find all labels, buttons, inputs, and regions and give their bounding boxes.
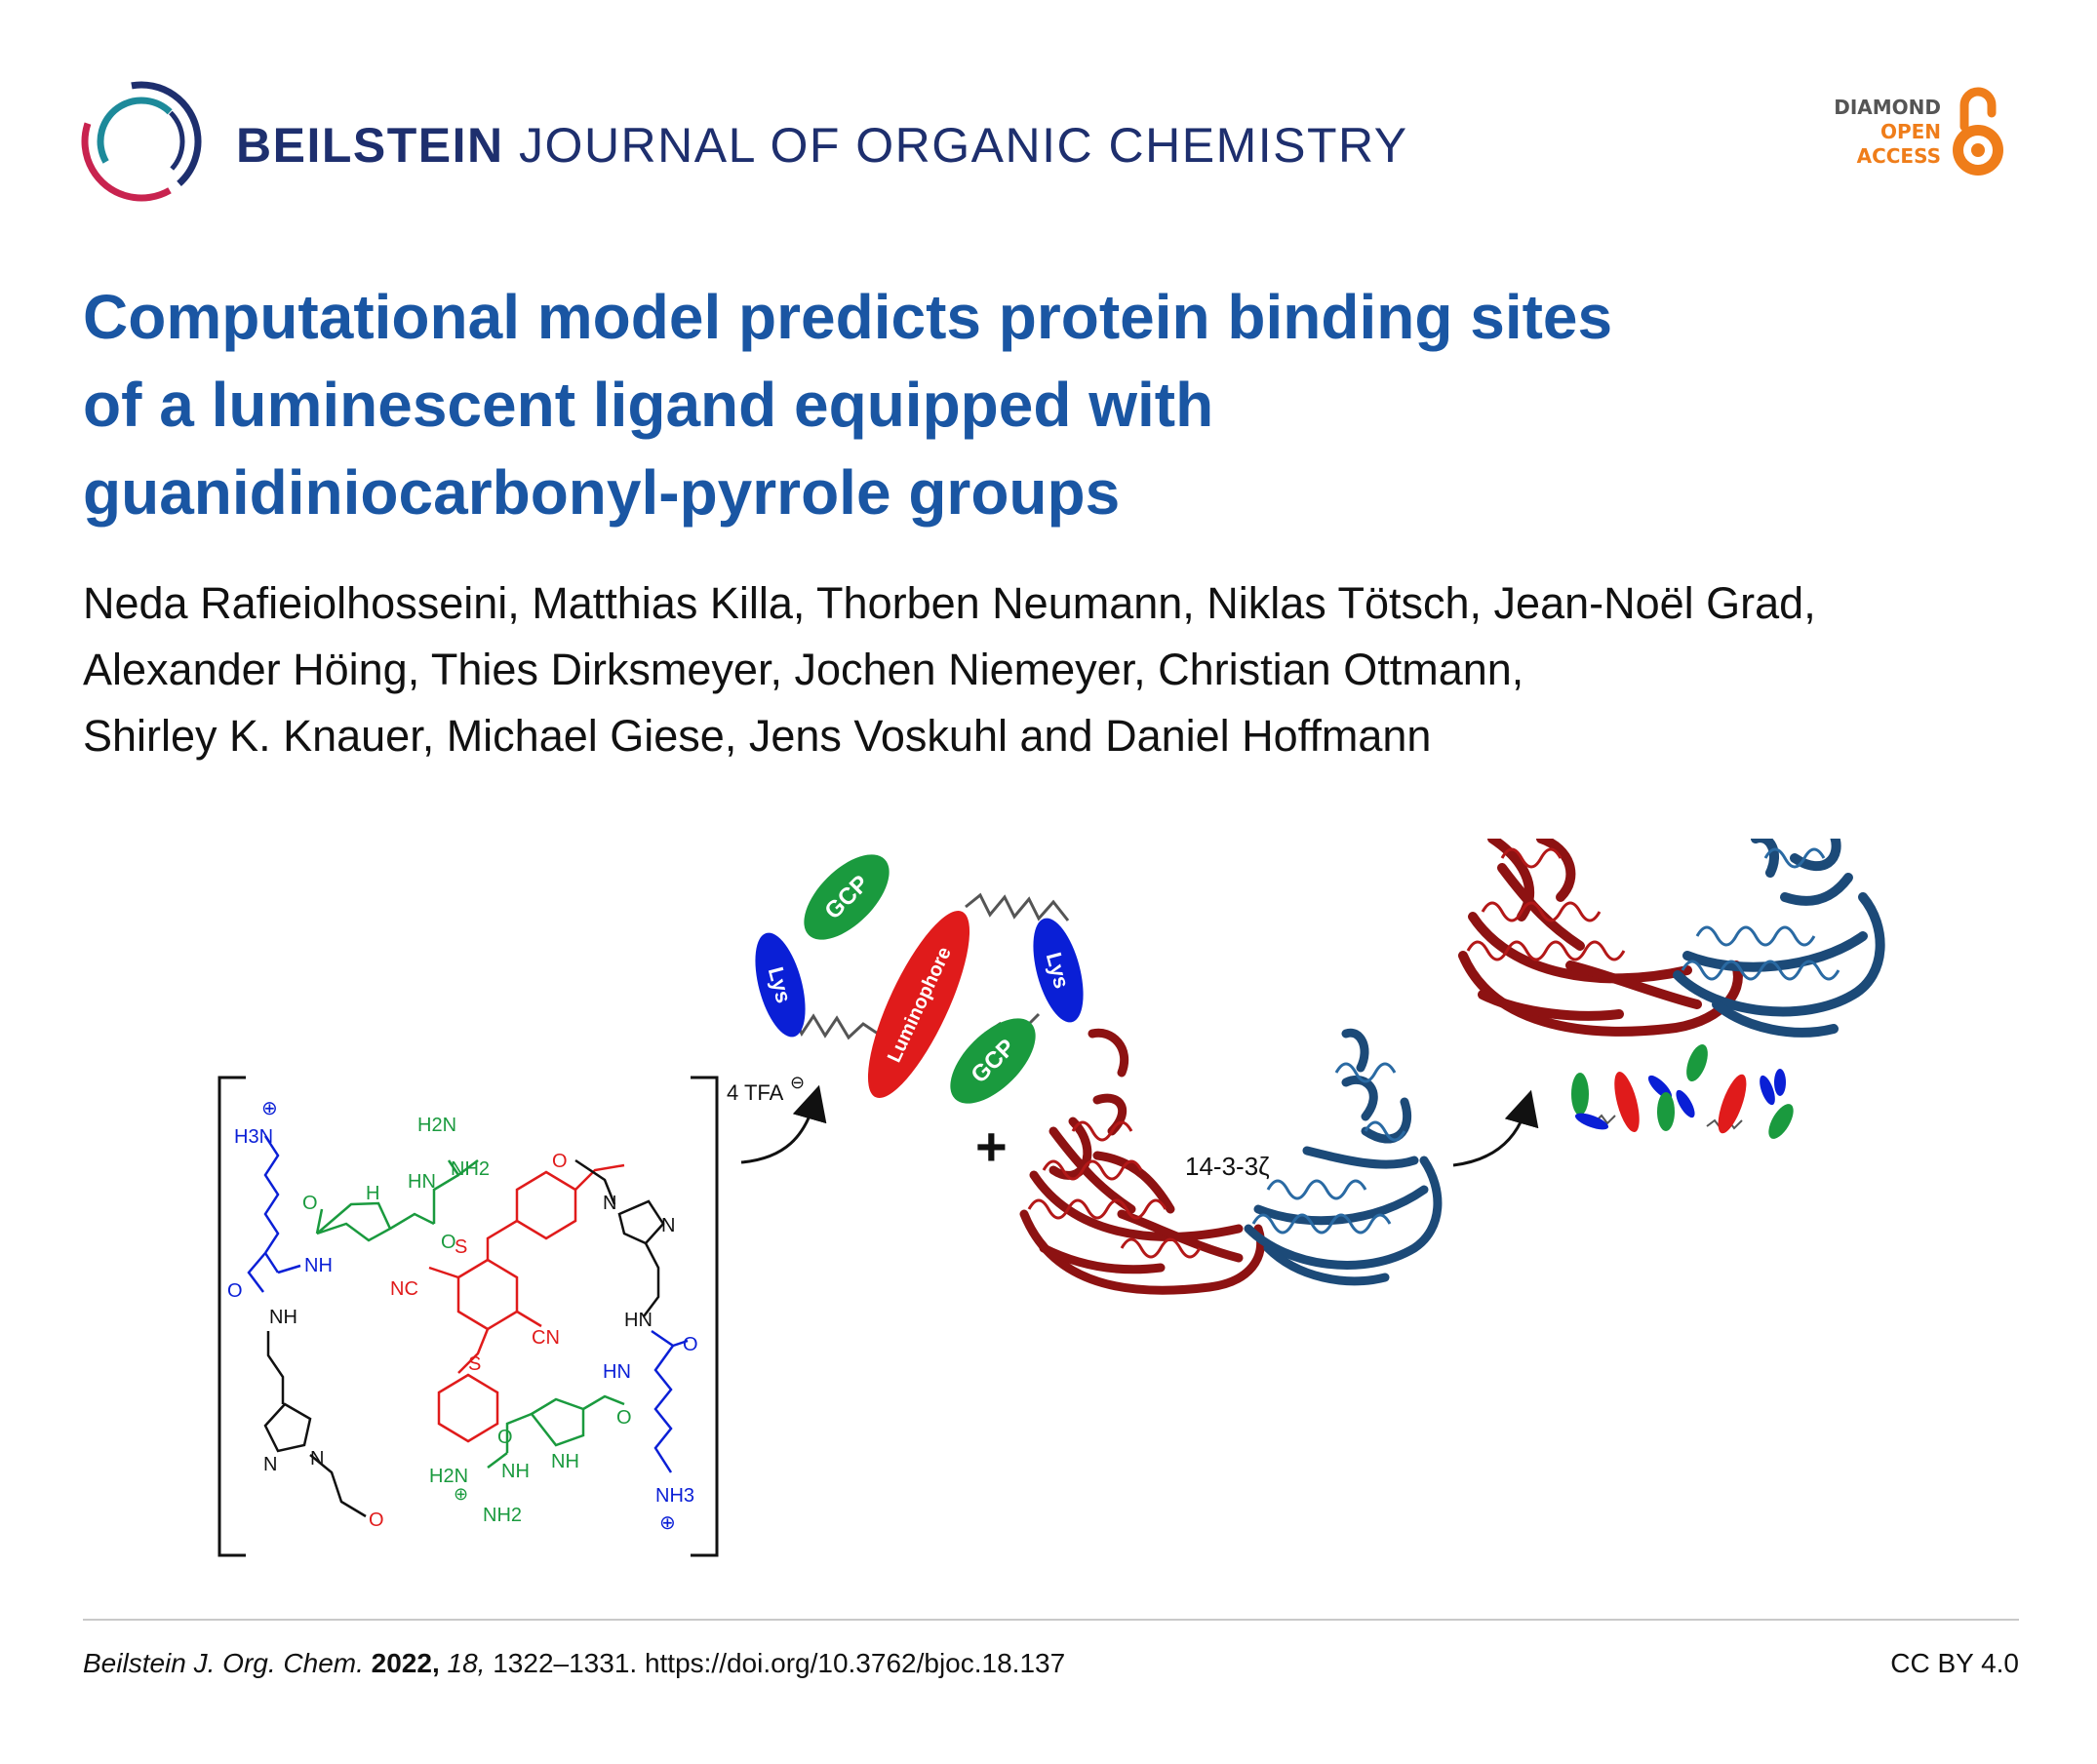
article-title: Computational model predicts protein bin… [83,273,1936,536]
pyrrole-bottom-o2: O [497,1427,513,1448]
sulfur-top: S [455,1236,467,1258]
pyrrole-bottom-nh: NH [551,1451,579,1472]
plus-sign: + [975,1116,1008,1177]
footer-divider [83,1619,2019,1621]
hn-linker-right: HN [624,1310,653,1331]
authors-line-3: Shirley K. Knauer, Michael Giese, Jens V… [83,711,1432,761]
journal-name: BEILSTEIN JOURNAL OF ORGANIC CHEMISTRY [236,117,1408,174]
left-bracket [218,1076,246,1557]
pyrrole-top-nh: H [366,1183,379,1204]
hn-bottom: HN [603,1361,631,1383]
nitrile-left: NC [390,1278,418,1300]
protein-label: 14-3-3ζ [1185,1152,1270,1181]
oa-line-open: OPEN [1879,120,1941,143]
charge-plus-bottom: ⊕ [659,1512,676,1534]
guan-bottom-nh2: NH2 [483,1505,522,1526]
triazole-n-left: N [263,1454,277,1475]
pyrrole-bottom-o1: O [616,1407,632,1429]
license: CC BY 4.0 [1890,1648,2019,1678]
journal-name-rest: JOURNAL OF ORGANIC CHEMISTRY [519,118,1408,173]
triazole-n-right-2: N [661,1215,675,1236]
citation-pages-doi[interactable]: 1322–1331. https://doi.org/10.3762/bjoc.… [493,1648,1066,1678]
arrow-to-ligand-icon [740,1084,827,1164]
journal-name-bold: BEILSTEIN [236,118,504,173]
journal-header: BEILSTEIN JOURNAL OF ORGANIC CHEMISTRY D… [78,78,2019,215]
graphical-abstract: H3N ⊕ O NH NH N N O O H O HN H2N NH2 [218,839,1885,1557]
ellipse-lys-left: Lys [755,932,806,1038]
nh-linker-top: NH [269,1307,297,1328]
ellipse-lys-right: Lys [1033,918,1084,1023]
title-line-2: of a luminescent ligand equipped with [83,370,1214,440]
charge-plus-top: ⊕ [261,1098,278,1119]
right-bracket [691,1076,719,1557]
pyrrole-top-o2: O [441,1232,456,1253]
guan-bottom-nh: NH [501,1461,530,1482]
bound-ligands [1571,1043,1794,1139]
open-access-badge: DIAMOND OPEN ACCESS [1824,87,2019,193]
title-line-3: guanidiniocarbonyl-pyrrole groups [83,457,1121,528]
ligand-schematic: GCP Lys Luminophore Lys GCP [755,854,1084,1104]
nh-top: NH [304,1255,333,1276]
protein-ligand-complex [1458,839,1885,1139]
guan-bottom-charge: ⊕ [454,1484,468,1504]
counterion-charge: ⊖ [790,1073,805,1092]
open-lock-icon [1953,87,2003,176]
open-access-text: DIAMOND OPEN ACCESS [1824,96,1941,169]
citation-year: 2022, [371,1648,440,1678]
ammonium-top: H3N [234,1126,273,1148]
guan-top-hn: HN [408,1171,436,1193]
citation-journal: Beilstein J. Org. Chem. [83,1648,364,1678]
carbonyl-o-top: O [227,1280,243,1302]
sulfur-bottom: S [468,1353,481,1375]
pyrrole-top-o1: O [302,1193,318,1214]
ellipse-gcp-bottom: GCP [950,1018,1036,1104]
ammonium-bottom: NH3 [655,1485,694,1507]
author-list: Neda Rafieiolhosseini, Matthias Killa, T… [83,570,2034,769]
citation: Beilstein J. Org. Chem. 2022, 18, 1322–1… [83,1648,1065,1679]
ether-o-right: O [552,1151,568,1172]
counterion-label: 4 TFA [727,1080,784,1105]
protein-14-3-3-model: 14-3-3ζ [1019,1028,1443,1295]
authors-line-1: Neda Rafieiolhosseini, Matthias Killa, T… [83,578,1816,628]
oa-line-access: ACCESS [1856,144,1941,168]
ether-o-left: O [369,1509,384,1531]
triazole-n-left-2: N [310,1448,324,1470]
authors-line-2: Alexander Höing, Thies Dirksmeyer, Joche… [83,645,1524,694]
guan-top-nh2: NH2 [451,1158,490,1180]
triazole-n-right: N [603,1193,616,1214]
oa-line-diamond: DIAMOND [1834,96,1941,119]
guan-bottom-h2n: H2N [429,1466,468,1487]
title-line-1: Computational model predicts protein bin… [83,282,1613,352]
ellipse-gcp-top: GCP [804,854,890,940]
carbonyl-o-bottom: O [683,1334,698,1355]
nitrile-right: CN [532,1327,560,1349]
guan-top-h2n: H2N [417,1115,456,1136]
citation-volume: 18, [447,1648,486,1678]
arrow-to-complex-icon [1452,1089,1539,1167]
chemical-structure: H3N ⊕ O NH NH N N O O H O HN H2N NH2 [218,1076,719,1557]
beilstein-logo-icon [81,81,202,202]
